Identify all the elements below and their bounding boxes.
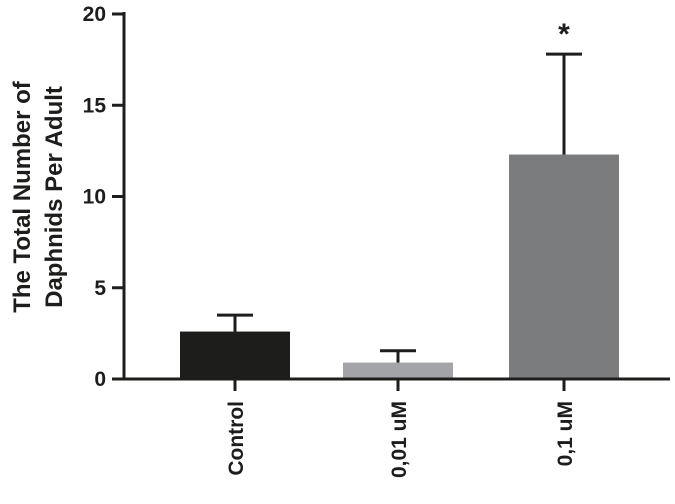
bar bbox=[509, 154, 619, 379]
y-tick-label: 15 bbox=[83, 94, 107, 117]
bars bbox=[180, 154, 619, 379]
y-axis-title: The Total Number of Daphnids Per Adult bbox=[9, 80, 68, 313]
x-tick-label: 0,01 uM bbox=[388, 401, 411, 478]
y-axis-title-line-2: Daphnids Per Adult bbox=[41, 86, 68, 308]
y-axis-ticks: 0 5 10 15 20 bbox=[83, 3, 124, 391]
error-bars bbox=[217, 52, 582, 363]
annotations: * bbox=[558, 18, 570, 51]
y-tick-label: 10 bbox=[83, 186, 106, 209]
x-tick-label: 0,1 uM bbox=[554, 401, 577, 466]
significance-marker: * bbox=[558, 18, 570, 51]
axes bbox=[122, 12, 670, 381]
y-tick-label: 20 bbox=[83, 3, 106, 26]
y-tick-label: 5 bbox=[94, 277, 106, 300]
y-tick-label: 0 bbox=[94, 368, 106, 391]
bar bbox=[343, 362, 453, 379]
x-axis-ticks: Control 0,01 uM 0,1 uM bbox=[225, 379, 577, 478]
x-tick-label: Control bbox=[225, 401, 248, 476]
bar bbox=[180, 331, 290, 379]
y-axis-title-line-1: The Total Number of bbox=[9, 80, 36, 313]
